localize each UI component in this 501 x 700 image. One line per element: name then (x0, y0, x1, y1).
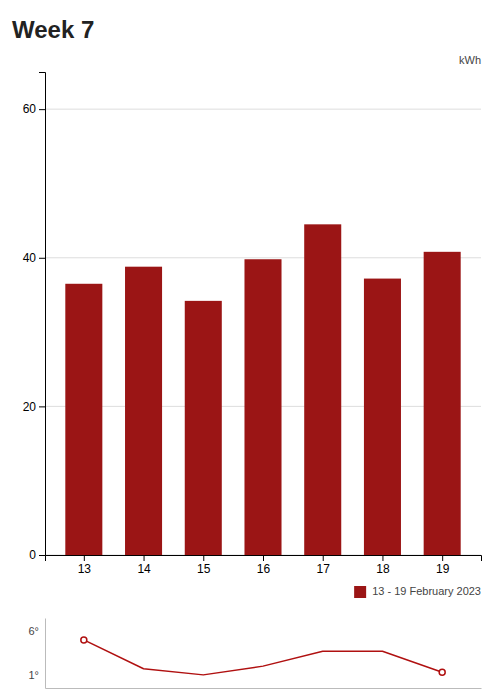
grid-line (45, 257, 481, 258)
annotation: 6° (28, 625, 39, 637)
legend: 13 - 19 February 2023 (354, 585, 481, 598)
tick-mark (39, 258, 45, 259)
tick-mark (39, 555, 45, 556)
tick: 60 (23, 102, 45, 116)
tick-label: 0 (29, 548, 36, 562)
tick-mark (323, 555, 324, 561)
tick-mark (84, 555, 85, 561)
legend-label: 13 - 19 February 2023 (372, 585, 481, 597)
bar (364, 279, 401, 555)
tick-label: 18 (376, 562, 390, 576)
title: Week 7 (12, 16, 94, 43)
tick: 16 (257, 555, 271, 576)
tick-mark (442, 555, 443, 561)
chart-svg: 13 14 15 16 17 18 19 0 20 40 60 Week 7 kWh 13 - 19 Fe… (0, 0, 501, 700)
tick-mark (263, 555, 264, 561)
tick-mark (39, 109, 45, 110)
tick-label: 17 (317, 562, 331, 576)
tick-label: 16 (257, 562, 271, 576)
tick: 17 (317, 555, 331, 576)
grid-line (45, 109, 481, 110)
bar (125, 267, 162, 555)
tick-label: 14 (137, 562, 151, 576)
bar (304, 224, 341, 555)
tick-mark (203, 555, 204, 561)
tick-label: 60 (23, 102, 37, 116)
tick: 19 (436, 555, 450, 576)
tick: 20 (23, 400, 45, 414)
axis-line (46, 556, 482, 562)
y-axis: 0 20 40 60 (23, 73, 46, 563)
bar (65, 284, 102, 555)
x-axis: 13 14 15 16 17 18 19 (46, 555, 482, 576)
axis-line (39, 73, 46, 556)
temperature-line (84, 640, 442, 675)
tick-label: 20 (23, 400, 37, 414)
end-point (81, 637, 87, 643)
temperature-line-group (81, 637, 445, 675)
tick: 18 (376, 555, 390, 576)
axis-line (45, 619, 46, 689)
tick: 40 (23, 251, 45, 265)
tick-label: 19 (436, 562, 450, 576)
annotations: 6° 1° (28, 625, 39, 681)
tick-label: 13 (78, 562, 92, 576)
tick-mark (144, 555, 145, 561)
tick: 15 (197, 555, 211, 576)
end-point (439, 669, 445, 675)
grid (45, 109, 481, 555)
tick-mark (39, 406, 45, 407)
x-axis-temp (46, 688, 482, 689)
tick-label: 40 (23, 251, 37, 265)
tick: 14 (137, 555, 151, 576)
legend-swatch (354, 586, 366, 598)
axis-line (46, 688, 482, 689)
bars (65, 224, 460, 555)
bar (244, 259, 281, 555)
bar (424, 252, 461, 555)
y-axis-label: kWh (459, 54, 481, 66)
annotation: 1° (28, 669, 39, 681)
tick-mark (382, 555, 383, 561)
tick: 13 (78, 555, 92, 576)
tick-label: 15 (197, 562, 211, 576)
y-axis-temp (45, 619, 46, 689)
bar (185, 301, 222, 555)
tick: 0 (29, 548, 45, 562)
